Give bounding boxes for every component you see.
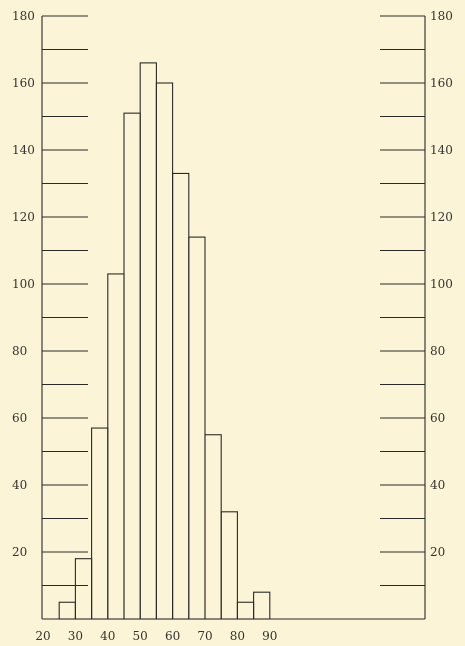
- x-tick-label: 80: [230, 629, 245, 643]
- y-tick-label-right: 60: [430, 411, 445, 425]
- y-tick-label-right: 120: [430, 210, 453, 224]
- y-tick-label-right: 160: [430, 76, 453, 90]
- y-tick-label-right: 20: [430, 545, 445, 559]
- x-tick-label: 90: [262, 629, 277, 643]
- histogram-bar: [139, 62, 157, 620]
- histogram-bar: [155, 82, 174, 620]
- left-axis-ticks: [42, 15, 88, 586]
- x-tick-label: 40: [100, 629, 115, 643]
- histogram-bar: [74, 558, 93, 620]
- x-tick-label: 50: [133, 629, 148, 643]
- histogram-bars: [58, 62, 271, 620]
- y-tick-label-left: 120: [12, 210, 35, 224]
- histogram-bar: [236, 601, 255, 620]
- y-tick-label-left: 160: [12, 76, 35, 90]
- histogram-bar: [107, 273, 125, 620]
- histogram-bar: [204, 434, 222, 620]
- y-tick-label-right: 80: [430, 344, 445, 358]
- histogram-bar: [123, 112, 141, 620]
- y-tick-label-left: 20: [12, 545, 27, 559]
- x-tick-label: 60: [165, 629, 180, 643]
- y-tick-label-left: 100: [12, 277, 35, 291]
- histogram-bar: [253, 591, 271, 620]
- x-tick-label: 20: [35, 629, 50, 643]
- y-tick-label-left: 40: [12, 478, 27, 492]
- histogram-bar: [220, 511, 238, 620]
- y-tick-label-left: 180: [12, 9, 35, 23]
- right-axis-ticks: [380, 15, 425, 586]
- x-tick-label: 30: [68, 629, 83, 643]
- x-axis-tick-labels: 20 30 40 50 60 70 80 90: [35, 629, 277, 643]
- right-axis-tick-labels: 20 40 60 80 100 120 140 160 180: [430, 9, 453, 559]
- histogram-bar: [91, 427, 109, 620]
- y-tick-label-left: 80: [12, 344, 27, 358]
- y-tick-label-right: 140: [430, 143, 453, 157]
- histogram-bar: [188, 236, 206, 620]
- histogram-bar: [172, 172, 190, 620]
- y-tick-label-right: 100: [430, 277, 453, 291]
- histogram-bar: [58, 601, 76, 620]
- y-tick-label-right: 40: [430, 478, 445, 492]
- x-tick-label: 70: [197, 629, 212, 643]
- y-tick-label-right: 180: [430, 9, 453, 23]
- y-tick-label-left: 140: [12, 143, 35, 157]
- y-tick-label-left: 60: [12, 411, 27, 425]
- left-axis-tick-labels: 20 40 60 80 100 120 140 160 180: [12, 9, 35, 559]
